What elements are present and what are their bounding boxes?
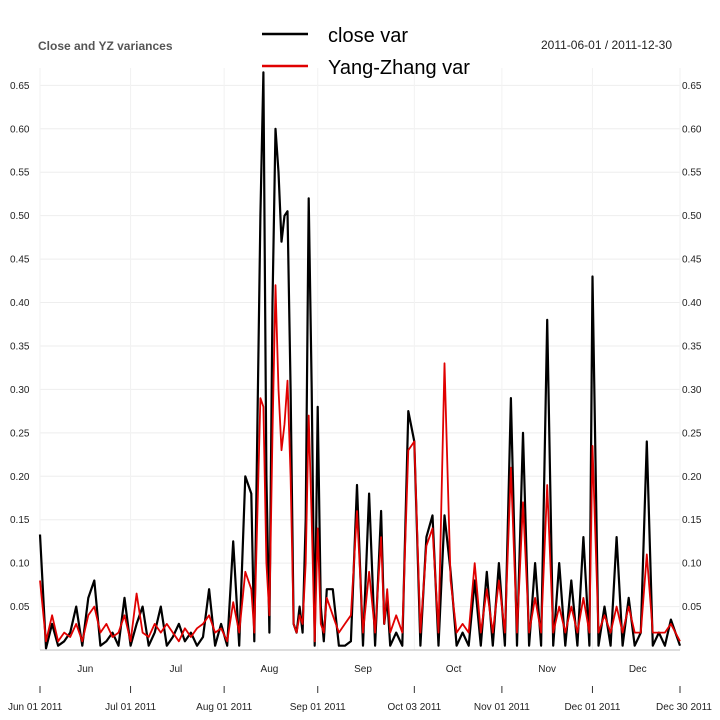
x-date-label: Dec 01 2011 — [564, 702, 620, 713]
y-tick-label-left: 0.35 — [10, 341, 30, 352]
y-tick-label-left: 0.55 — [10, 168, 30, 179]
y-tick-label-left: 0.05 — [10, 602, 30, 613]
y-tick-label-right: 0.10 — [682, 559, 702, 570]
y-tick-label-right: 0.20 — [682, 472, 702, 483]
x-date-label: Aug 01 2011 — [196, 702, 252, 713]
series-line-yang-zhang-var — [39, 284, 681, 643]
series-line-close-var — [38, 71, 682, 650]
y-tick-label-left: 0.40 — [10, 298, 30, 309]
y-tick-label-left: 0.15 — [10, 515, 30, 526]
month-label: Jul — [169, 664, 182, 675]
series-lines — [38, 71, 682, 650]
y-tick-label-right: 0.25 — [682, 428, 702, 439]
legend: close var Yang-Zhang var — [262, 25, 470, 79]
month-label: Aug — [261, 664, 279, 675]
x-date-label: Oct 03 2011 — [387, 702, 441, 713]
y-tick-label-right: 0.45 — [682, 255, 702, 266]
chart-title: Close and YZ variances — [38, 39, 173, 53]
month-label: Sep — [354, 664, 372, 675]
y-tick-label-right: 0.65 — [682, 81, 702, 92]
y-tick-label-right: 0.35 — [682, 341, 702, 352]
x-date-label: Nov 01 2011 — [474, 702, 530, 713]
axes — [39, 649, 681, 693]
y-tick-label-left: 0.10 — [10, 559, 30, 570]
x-date-label: Dec 30 2011 — [656, 702, 712, 713]
y-tick-label-left: 0.60 — [10, 124, 30, 135]
y-tick-label-right: 0.15 — [682, 515, 702, 526]
y-tick-label-left: 0.25 — [10, 428, 30, 439]
y-tick-label-left: 0.45 — [10, 255, 30, 266]
y-tick-label-right: 0.60 — [682, 124, 702, 135]
legend-label-yang-zhang-var: Yang-Zhang var — [328, 57, 470, 79]
month-label: Oct — [446, 664, 462, 675]
y-tick-label-left: 0.65 — [10, 81, 30, 92]
y-tick-label-right: 0.40 — [682, 298, 702, 309]
y-tick-label-left: 0.20 — [10, 472, 30, 483]
y-tick-label-right: 0.55 — [682, 168, 702, 179]
y-tick-label-left: 0.50 — [10, 211, 30, 222]
tick-labels: 0.05 0.05 0.10 0.10 0.15 0.15 0.20 0.20 0.25 0.25… — [8, 81, 712, 713]
month-label: Jun — [77, 664, 93, 675]
month-label: Nov — [538, 664, 556, 675]
y-tick-label-left: 0.30 — [10, 385, 30, 396]
x-date-label: Sep 01 2011 — [290, 702, 346, 713]
date-range-label: 2011-06-01 / 2011-12-30 — [541, 38, 672, 52]
x-date-label: Jul 01 2011 — [105, 702, 156, 713]
x-date-label: Jun 01 2011 — [8, 702, 63, 713]
y-tick-label-right: 0.30 — [682, 385, 702, 396]
month-label: Dec — [629, 664, 647, 675]
y-tick-label-right: 0.50 — [682, 211, 702, 222]
y-tick-label-right: 0.05 — [682, 602, 702, 613]
legend-label-close-var: close var — [328, 25, 408, 47]
